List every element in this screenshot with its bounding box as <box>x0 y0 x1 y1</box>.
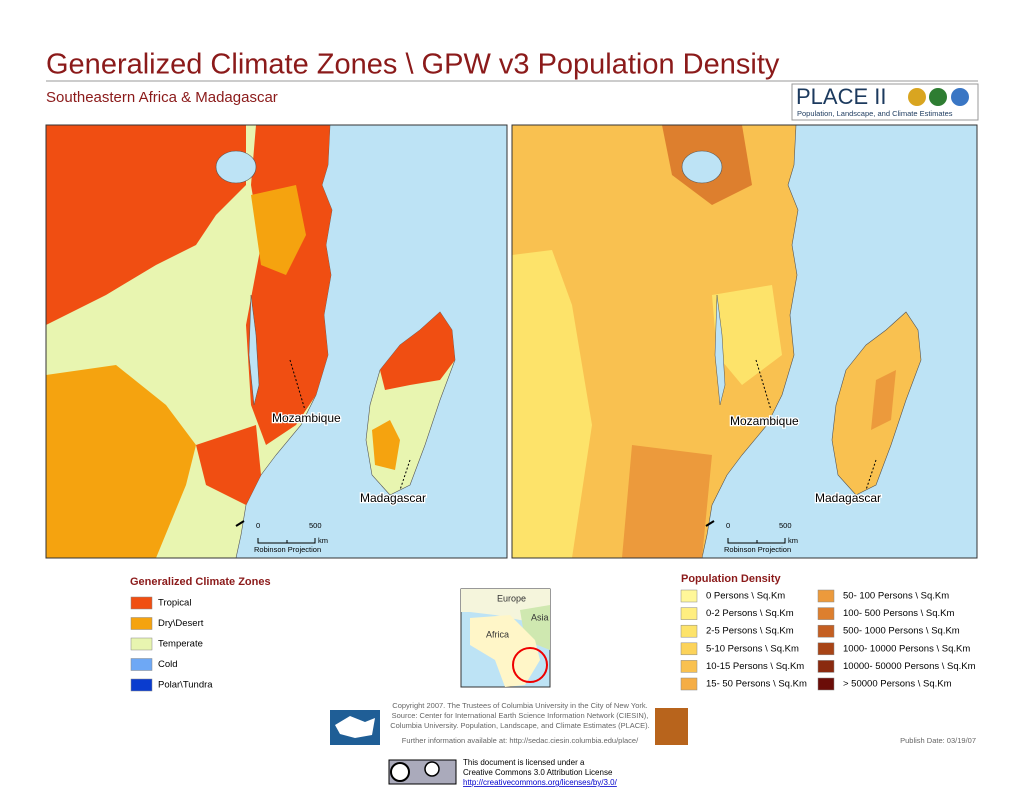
legend-label: Cold <box>158 659 178 670</box>
scale-start: 0 <box>256 521 260 530</box>
legend-swatch <box>680 660 698 673</box>
legend-title: Generalized Climate Zones <box>130 576 271 588</box>
logo-name: PLACE II <box>796 84 886 109</box>
publish-date: Publish Date: 03/19/07 <box>900 736 976 745</box>
legend-label: 500- 1000 Persons \ Sq.Km <box>843 626 960 637</box>
map-frame <box>45 124 508 559</box>
title: Generalized Climate Zones \ GPW v3 Popul… <box>46 49 780 81</box>
legend-label: 0-2 Persons \ Sq.Km <box>706 608 794 619</box>
copyright: Further information available at: http:/… <box>402 736 639 745</box>
legend-label: > 50000 Persons \ Sq.Km <box>843 679 952 690</box>
scale-end: 500 <box>309 521 322 530</box>
legend-swatch <box>680 607 698 620</box>
subtitle: Southeastern Africa & Madagascar <box>46 89 278 106</box>
legend-label: 10-15 Persons \ Sq.Km <box>706 661 804 672</box>
logo-tagline: Population, Landscape, and Climate Estim… <box>797 109 953 118</box>
copyright: Columbia University. Population, Landsca… <box>390 721 650 730</box>
inset-label: Africa <box>486 629 509 639</box>
legend-swatch <box>817 607 835 620</box>
sedac-logo <box>655 708 688 745</box>
legend-swatch <box>130 617 153 630</box>
legend-title: Population Density <box>681 573 782 585</box>
legend-label: 2-5 Persons \ Sq.Km <box>706 626 794 637</box>
legend-label: 0 Persons \ Sq.Km <box>706 591 785 602</box>
scale-unit: km <box>318 536 328 545</box>
climate-legend: Tropical Dry\Desert Temperate Cold Polar\Tun… <box>130 596 213 692</box>
projection: Robinson Projection <box>254 545 321 554</box>
legend-label: 5-10 Persons \ Sq.Km <box>706 643 799 654</box>
legend-label: Polar\Tundra <box>158 680 213 691</box>
ciesin-logo <box>330 710 380 745</box>
scale-start: 0 <box>726 521 730 530</box>
projection: Robinson Projection <box>724 545 791 554</box>
legend-label: 1000- 10000 Persons \ Sq.Km <box>843 643 970 654</box>
scale-unit: km <box>788 536 798 545</box>
legend-swatch <box>817 677 835 691</box>
legend-swatch <box>817 642 835 656</box>
legend-label: 15- 50 Persons \ Sq.Km <box>706 679 807 690</box>
license: Creative Commons 3.0 Attribution License <box>463 768 613 777</box>
map-label: Mozambique <box>272 411 341 425</box>
legend-label: 100- 500 Persons \ Sq.Km <box>843 608 955 619</box>
inset-label: Asia <box>531 612 549 622</box>
legend-label: Temperate <box>158 639 203 650</box>
density-legend: 0 Persons \ Sq.Km 0-2 Persons \ Sq.Km 2-5 … <box>680 589 976 691</box>
legend-swatch <box>817 624 835 638</box>
legend-swatch <box>130 637 153 651</box>
legend-label: Tropical <box>158 598 191 609</box>
map-frame <box>511 124 978 559</box>
legend-swatch <box>817 589 835 603</box>
legend-swatch <box>680 677 698 691</box>
legend-swatch <box>680 589 698 603</box>
climate-map: Mozambique Madagascar 0 500 km Robinson … <box>46 125 507 558</box>
map-label: Madagascar <box>360 491 426 505</box>
copyright: Source: Center for International Earth S… <box>392 711 649 720</box>
scale-end: 500 <box>779 521 792 530</box>
map-label: Madagascar <box>815 491 881 505</box>
inset-label: Europe <box>497 593 526 603</box>
license: This document is licensed under a <box>463 758 585 767</box>
copyright: Copyright 2007. The Trustees of Columbia… <box>392 701 647 710</box>
legend-swatch <box>130 658 153 671</box>
map-label: Mozambique <box>730 414 799 428</box>
legend-swatch <box>817 660 835 673</box>
density-map: Mozambique Madagascar 0 500 km Robinson … <box>512 125 977 558</box>
legend-swatch <box>680 624 698 638</box>
cc-badge <box>388 759 457 785</box>
legend-swatch <box>130 678 153 692</box>
legend-label: Dry\Desert <box>158 618 204 629</box>
logo: PLACE II Population, Landscape, and Clim… <box>791 83 979 121</box>
legend-label: 10000- 50000 Persons \ Sq.Km <box>843 661 976 672</box>
legend-swatch <box>130 596 153 610</box>
inset-map: Europe Asia Africa <box>460 588 551 688</box>
license-link[interactable]: http://creativecommons.org/licenses/by/3… <box>463 778 618 787</box>
legend-label: 50- 100 Persons \ Sq.Km <box>843 591 949 602</box>
legend-swatch <box>680 642 698 656</box>
